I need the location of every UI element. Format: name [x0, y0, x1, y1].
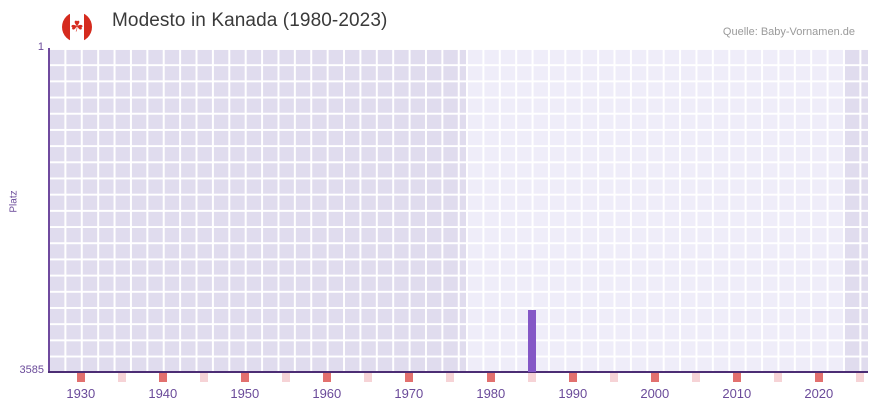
source-attribution: Quelle: Baby-Vornamen.de — [722, 26, 855, 38]
x-axis-tick-2020 — [814, 373, 823, 382]
y-axis-line — [48, 48, 50, 372]
x-axis-label-1950: 1950 — [230, 386, 260, 401]
y-axis-tick-bottom: 3585 — [19, 364, 44, 376]
x-axis-tick-2010 — [732, 373, 741, 382]
plot-area — [48, 48, 868, 372]
x-axis-tick-1970 — [404, 373, 413, 382]
flag-band-right — [83, 12, 92, 42]
x-axis-line — [48, 371, 868, 373]
flag-band-left — [62, 12, 71, 42]
grid-band-after-data — [843, 48, 868, 372]
x-axis-minor-tick-1975 — [445, 373, 454, 382]
x-axis-label-1970: 1970 — [394, 386, 424, 401]
x-axis-tick-1950 — [240, 373, 249, 382]
x-axis-label-1990: 1990 — [558, 386, 588, 401]
x-axis-minor-tick-1935 — [117, 373, 126, 382]
x-axis-minor-tick-2005 — [691, 373, 700, 382]
maple-leaf-icon: ☘ — [70, 18, 84, 36]
canada-flag-icon: ☘ — [62, 12, 92, 42]
chart-header: ☘ Modesto in Kanada (1980-2023) Quelle: … — [0, 0, 873, 44]
bar-1985[interactable] — [527, 310, 536, 372]
x-axis-minor-tick-1995 — [609, 373, 618, 382]
x-axis-minor-tick-2025 — [855, 373, 864, 382]
grid-band-before-data — [48, 48, 467, 372]
x-axis-label-1940: 1940 — [148, 386, 178, 401]
x-axis-tick-1990 — [568, 373, 577, 382]
x-axis-minor-tick-1985 — [527, 373, 536, 382]
y-axis-tick-top: 1 — [37, 41, 44, 53]
y-axis-title: Platz — [8, 190, 20, 213]
x-axis-label-2020: 2020 — [804, 386, 834, 401]
page-title: Modesto in Kanada (1980-2023) — [112, 10, 388, 31]
x-axis-label-2000: 2000 — [640, 386, 670, 401]
x-axis-label-1930: 1930 — [66, 386, 96, 401]
x-axis-tick-1940 — [158, 373, 167, 382]
x-axis-minor-tick-1945 — [199, 373, 208, 382]
x-axis-tick-1980 — [486, 373, 495, 382]
x-axis-tick-1960 — [322, 373, 331, 382]
x-axis-tick-2000 — [650, 373, 659, 382]
grid-band-data-range — [466, 48, 844, 372]
x-axis-label-1960: 1960 — [312, 386, 342, 401]
x-axis-label-2010: 2010 — [722, 386, 752, 401]
x-axis-tick-1930 — [76, 373, 85, 382]
x-axis-label-1980: 1980 — [476, 386, 506, 401]
x-axis-minor-tick-1955 — [281, 373, 290, 382]
x-axis-minor-tick-1965 — [363, 373, 372, 382]
x-axis-minor-tick-2015 — [773, 373, 782, 382]
